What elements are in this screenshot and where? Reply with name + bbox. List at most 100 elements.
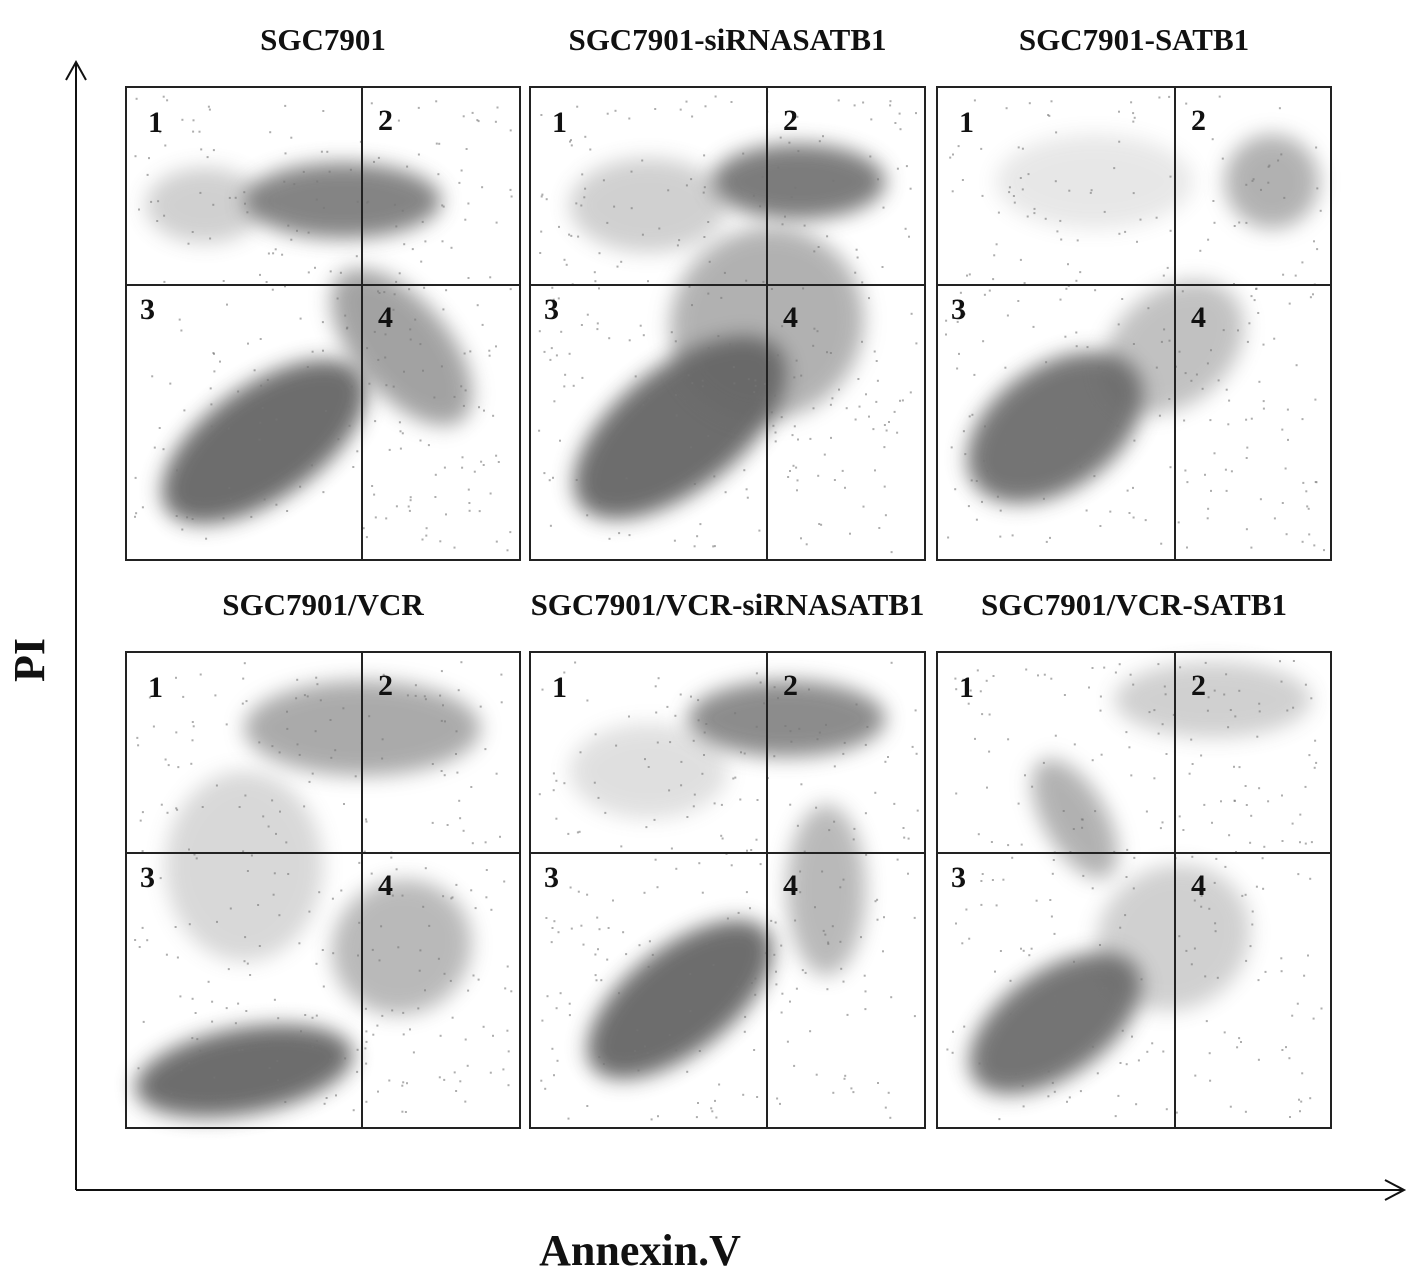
dot	[269, 131, 272, 134]
dot	[427, 444, 430, 447]
dot	[1079, 1090, 1082, 1093]
dot	[134, 155, 137, 158]
dot	[445, 289, 448, 292]
dot	[1291, 1014, 1294, 1017]
dot	[884, 1106, 887, 1109]
dot	[495, 221, 498, 224]
dot	[481, 186, 484, 189]
dot	[1193, 678, 1196, 681]
dot	[364, 1047, 367, 1050]
dot	[999, 535, 1002, 538]
dot	[996, 495, 999, 498]
dot	[314, 266, 316, 269]
dot	[443, 972, 446, 975]
dot	[134, 939, 137, 941]
dot	[199, 673, 202, 676]
dot	[864, 1008, 867, 1011]
dot	[1126, 489, 1129, 492]
dot	[647, 766, 650, 768]
dot	[1093, 475, 1096, 478]
dot	[265, 281, 268, 283]
dot	[763, 382, 766, 385]
dot	[790, 740, 793, 743]
dot	[770, 288, 773, 290]
density-cloud	[1224, 134, 1320, 229]
dot	[1031, 785, 1034, 788]
dot	[883, 916, 885, 919]
dot	[755, 838, 758, 841]
dot	[1245, 221, 1248, 224]
dot	[695, 1116, 698, 1119]
dot	[1153, 709, 1156, 712]
dot	[1091, 759, 1094, 762]
dot	[1091, 887, 1094, 890]
dot	[478, 406, 480, 409]
dot	[484, 748, 487, 751]
dot	[1033, 212, 1036, 215]
dot	[337, 438, 340, 441]
dot	[451, 1016, 454, 1019]
dot	[1312, 293, 1314, 296]
dot	[1162, 1050, 1165, 1053]
dot	[1068, 1096, 1071, 1099]
dot	[164, 144, 167, 147]
dot	[242, 677, 245, 680]
dot	[1050, 915, 1053, 918]
dot	[365, 536, 368, 539]
dot	[334, 749, 337, 752]
dot	[1126, 390, 1129, 393]
dot	[1281, 1049, 1284, 1051]
dot	[1032, 325, 1035, 328]
dot	[884, 514, 887, 517]
dot	[1295, 364, 1298, 367]
dot	[667, 189, 670, 192]
dot	[458, 181, 461, 184]
dot	[1006, 314, 1009, 317]
dot	[1042, 497, 1045, 500]
dot	[1175, 1111, 1178, 1114]
dot	[1073, 438, 1076, 441]
dot	[350, 385, 353, 388]
dot	[708, 260, 711, 263]
dot	[1181, 290, 1184, 293]
dot	[234, 1022, 237, 1025]
dot	[857, 378, 860, 380]
dot	[877, 1082, 879, 1084]
dot	[1075, 989, 1078, 992]
dot	[1188, 772, 1191, 775]
dot	[174, 926, 177, 928]
dot	[1132, 343, 1135, 345]
dot	[245, 1010, 248, 1012]
dot	[750, 849, 753, 851]
dot	[606, 112, 609, 115]
dot	[674, 340, 677, 343]
dot	[371, 948, 374, 951]
dot	[1294, 274, 1297, 277]
dot	[954, 677, 957, 680]
dot	[1011, 534, 1014, 537]
dot	[412, 1051, 415, 1054]
dot	[1033, 207, 1036, 210]
dot	[321, 949, 324, 951]
quadrant-label: 1	[959, 671, 974, 704]
dot	[399, 430, 402, 433]
dot	[453, 546, 456, 549]
dot	[1160, 340, 1163, 343]
dot	[826, 351, 828, 354]
dot	[1049, 899, 1052, 901]
dot	[558, 225, 560, 228]
dot	[1184, 372, 1187, 375]
dot	[675, 414, 678, 417]
dot	[803, 850, 806, 853]
dot	[435, 142, 438, 145]
dot	[323, 1102, 326, 1105]
dot	[600, 979, 603, 982]
dot	[598, 252, 601, 255]
dot	[739, 798, 742, 801]
dot	[382, 673, 385, 676]
dot	[275, 503, 278, 506]
dot	[1124, 230, 1127, 233]
dot	[734, 712, 737, 715]
dot	[815, 1073, 818, 1076]
dot	[296, 678, 299, 681]
